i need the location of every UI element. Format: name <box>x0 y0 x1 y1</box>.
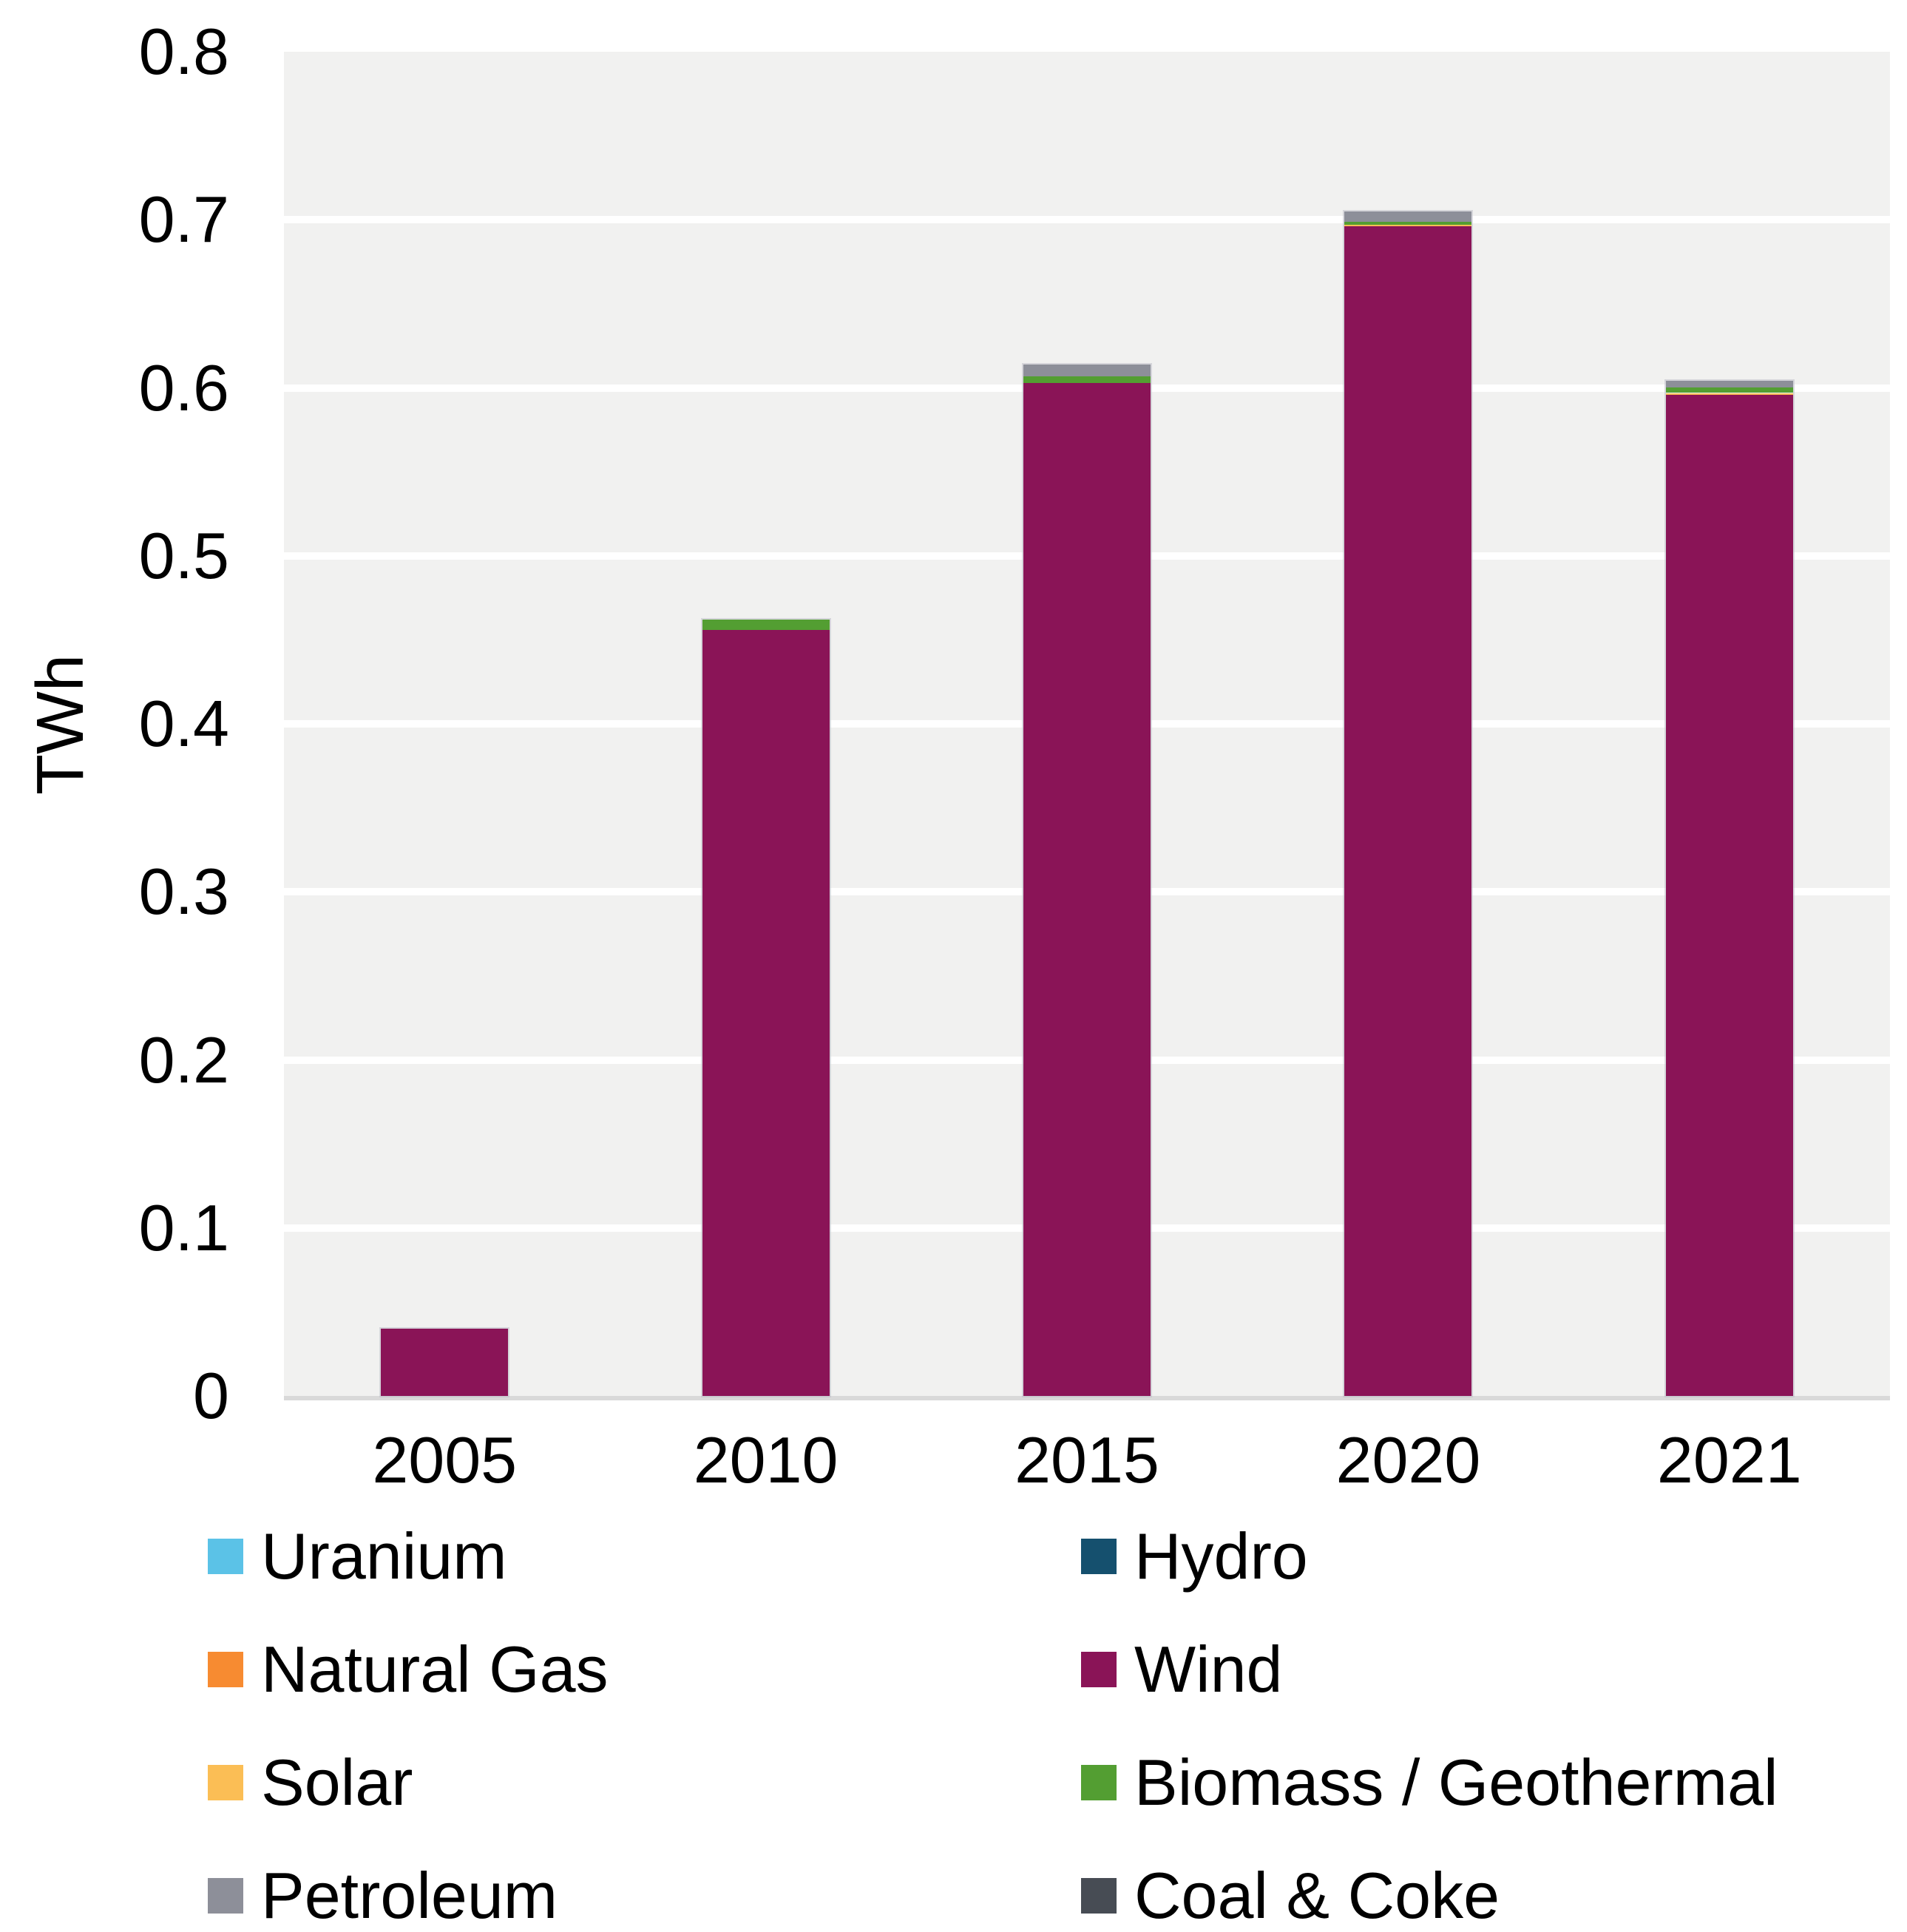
legend-swatch <box>208 1878 243 1914</box>
bar-segment-wind <box>702 630 830 1396</box>
legend-swatch <box>208 1539 243 1574</box>
legend-label: Uranium <box>261 1519 507 1593</box>
bar-segment-petroleum <box>1023 365 1151 376</box>
bar-segment-wind <box>1344 226 1472 1396</box>
x-tick-label: 2010 <box>693 1423 839 1497</box>
legend-label: Hydro <box>1134 1519 1308 1593</box>
bar-2005 <box>381 1329 509 1396</box>
legend-swatch <box>1081 1878 1117 1914</box>
bar-segment-biomass-geothermal <box>1023 376 1151 383</box>
legend-item-petroleum: Petroleum <box>208 1855 558 1932</box>
x-tick-label: 2021 <box>1656 1423 1802 1497</box>
x-tick-label: 2005 <box>372 1423 518 1497</box>
bar-segment-solar <box>1665 393 1793 395</box>
bar-segment-petroleum <box>1665 381 1793 387</box>
legend-swatch <box>1081 1652 1117 1687</box>
legend-item-natural-gas: Natural Gas <box>208 1629 609 1710</box>
x-tick-label: 2020 <box>1335 1423 1481 1497</box>
legend-label: Natural Gas <box>261 1633 609 1706</box>
y-tick-label: 0.6 <box>138 350 229 424</box>
bar-segment-biomass-geothermal <box>702 620 830 630</box>
y-tick-label: 0.5 <box>138 518 229 592</box>
y-tick-label: 0.7 <box>138 183 229 257</box>
bar-segment-wind <box>1665 395 1793 1396</box>
y-tick-label: 0.4 <box>138 687 229 760</box>
bar-segment-wind <box>1023 383 1151 1396</box>
y-tick-label: 0.1 <box>138 1190 229 1264</box>
legend-item-coal-coke: Coal & Coke <box>1081 1855 1500 1932</box>
bar-segment-biomass-geothermal <box>1344 221 1472 225</box>
bar-segment-petroleum <box>1344 211 1472 222</box>
legend-item-biomass-geothermal: Biomass / Geothermal <box>1081 1742 1778 1823</box>
bar-segment-solar <box>1344 225 1472 226</box>
bar-segment-biomass-geothermal <box>1665 387 1793 393</box>
plot-area <box>284 52 1890 1400</box>
gridline <box>284 216 1890 224</box>
bar-2010 <box>702 620 830 1396</box>
bar-2021 <box>1665 381 1793 1396</box>
legend-label: Petroleum <box>261 1859 558 1932</box>
legend-swatch <box>208 1765 243 1800</box>
legend-swatch <box>1081 1539 1117 1574</box>
legend-item-hydro: Hydro <box>1081 1516 1308 1597</box>
legend-item-uranium: Uranium <box>208 1516 507 1597</box>
y-tick-label: 0.8 <box>138 15 229 88</box>
y-tick-label: 0.2 <box>138 1023 229 1097</box>
legend-label: Biomass / Geothermal <box>1134 1746 1778 1819</box>
legend-item-solar: Solar <box>208 1742 413 1823</box>
bar-2020 <box>1344 211 1472 1396</box>
legend-item-wind: Wind <box>1081 1629 1283 1710</box>
x-tick-label: 2015 <box>1015 1423 1159 1497</box>
y-tick-label: 0 <box>193 1359 229 1432</box>
legend-label: Coal & Coke <box>1134 1859 1500 1932</box>
legend-swatch <box>208 1652 243 1687</box>
legend-label: Solar <box>261 1746 413 1819</box>
legend-swatch <box>1081 1765 1117 1800</box>
bar-2015 <box>1023 365 1151 1396</box>
legend-label: Wind <box>1134 1633 1283 1706</box>
y-tick-label: 0.3 <box>138 855 229 929</box>
bar-segment-wind <box>381 1329 509 1396</box>
